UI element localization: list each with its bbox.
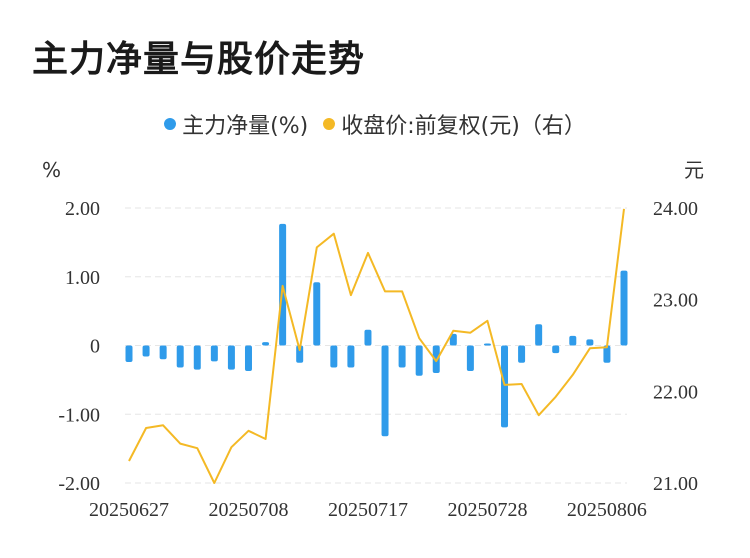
y-left-tick-label: 1.00 — [65, 267, 100, 289]
legend-label-line: 收盘价:前复权(元)（右） — [341, 114, 586, 139]
bar — [330, 345, 338, 368]
bar — [501, 345, 509, 428]
y-left-tick-label: 0 — [90, 336, 100, 358]
y-right-tick-label: 24.00 — [653, 198, 698, 220]
y-left-unit: % — [42, 158, 61, 182]
bar — [518, 345, 526, 363]
bar — [552, 345, 560, 354]
y-left-tick-label: -1.00 — [58, 404, 100, 426]
bar — [142, 345, 150, 357]
price-line — [128, 208, 625, 484]
bar — [227, 345, 235, 370]
bar — [569, 335, 577, 346]
y-left-tick-label: -2.00 — [58, 473, 100, 495]
x-tick-label: 20250627 — [89, 499, 169, 521]
bar — [415, 345, 423, 376]
x-tick-label: 20250708 — [208, 499, 288, 521]
legend-label-bar: 主力净量(%) — [182, 114, 309, 139]
bar — [398, 345, 406, 368]
bar — [210, 345, 218, 362]
bar — [176, 345, 184, 368]
bar — [603, 345, 611, 363]
y-left-tick-label: 2.00 — [65, 198, 100, 220]
bar — [296, 345, 304, 363]
bar — [244, 345, 252, 371]
x-tick-label: 20250717 — [328, 499, 408, 521]
bar — [586, 339, 594, 346]
chart-title: 主力净量与股价走势 — [32, 39, 366, 80]
bar — [449, 333, 457, 346]
bar — [159, 345, 167, 360]
bar — [193, 345, 201, 370]
bar — [262, 342, 270, 346]
bar — [620, 270, 628, 346]
bar — [313, 282, 321, 346]
legend-item-line[interactable]: 收盘价:前复权(元)（右） — [323, 108, 586, 140]
y-right-tick-label: 21.00 — [653, 473, 698, 495]
y-right-tick-label: 23.00 — [653, 290, 698, 312]
bar — [535, 324, 543, 346]
bar — [125, 345, 133, 362]
bar — [347, 345, 355, 368]
bar — [279, 223, 287, 346]
x-tick-label: 20250728 — [447, 499, 527, 521]
legend: 主力净量(%) 收盘价:前复权(元)（右） — [0, 108, 750, 140]
legend-dot-bar — [164, 118, 177, 130]
y-right-unit: 元 — [684, 158, 704, 182]
y-right-tick-label: 22.00 — [653, 381, 698, 403]
bar — [483, 343, 491, 346]
bar — [364, 329, 372, 346]
legend-item-bar[interactable]: 主力净量(%) — [164, 108, 308, 140]
legend-dot-line — [323, 118, 336, 130]
x-tick-label: 20250806 — [567, 499, 647, 521]
bar — [381, 345, 389, 437]
bar — [466, 345, 474, 371]
